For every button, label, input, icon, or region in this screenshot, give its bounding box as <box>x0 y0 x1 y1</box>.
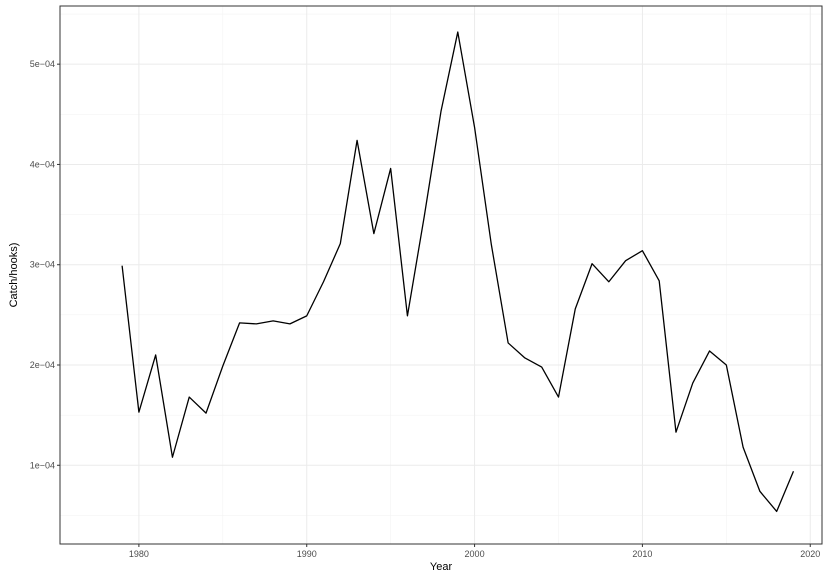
y-tick-label: 1e−04 <box>30 460 55 470</box>
y-tick-label: 4e−04 <box>30 159 55 169</box>
x-tick-label: 2020 <box>800 549 820 559</box>
x-tick-label: 1990 <box>297 549 317 559</box>
x-tick-label: 2010 <box>632 549 652 559</box>
y-axis: 1e−04 2e−04 3e−04 4e−04 5e−04 <box>30 59 60 470</box>
series-line <box>121 31 795 513</box>
x-axis: 1980 1990 2000 2010 2020 <box>129 544 820 559</box>
y-axis-title: Catch/hooks) <box>8 243 20 308</box>
y-tick-label: 3e−04 <box>30 260 55 270</box>
x-axis-title: Year <box>430 561 453 573</box>
y-tick-label: 5e−04 <box>30 59 55 69</box>
y-tick-label: 2e−04 <box>30 360 55 370</box>
panel-border <box>59 5 823 545</box>
x-tick-label: 1980 <box>129 549 149 559</box>
grid-lines <box>60 6 822 544</box>
series-group <box>121 31 795 513</box>
x-tick-label: 2000 <box>465 549 485 559</box>
